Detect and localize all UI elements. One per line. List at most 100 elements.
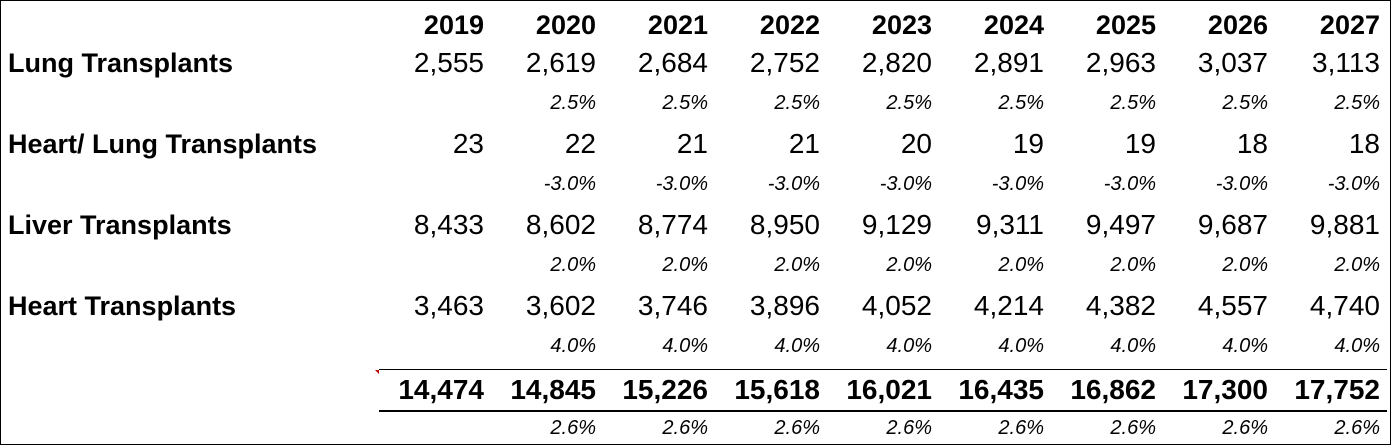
growth-cell[interactable]: 2.5% [1222, 92, 1268, 114]
total-value-cell[interactable]: 17,752 [1275, 369, 1387, 412]
total-growth-cell[interactable]: 2.6% [939, 411, 1051, 445]
value-cell[interactable]: 2,684 [637, 47, 708, 78]
growth-cell[interactable]: -3.0% [879, 173, 932, 195]
total-growth-cell[interactable]: 2.6% [603, 411, 715, 445]
value-cell[interactable]: 9,687 [1197, 209, 1268, 240]
value-cell[interactable]: 3,463 [413, 290, 484, 321]
growth-cell[interactable]: 2.5% [1334, 92, 1380, 114]
value-cell[interactable]: 3,113 [1312, 47, 1380, 78]
value-cell[interactable]: 9,129 [861, 209, 932, 240]
header-corner-cell[interactable] [1, 1, 379, 42]
blank-cell[interactable] [1, 246, 379, 285]
total-value-cell[interactable]: 16,435 [939, 369, 1051, 412]
growth-cell[interactable]: 2.5% [774, 92, 820, 114]
growth-cell[interactable]: -3.0% [1327, 173, 1380, 195]
value-cell[interactable]: 4,052 [861, 290, 932, 321]
growth-cell[interactable]: 2.0% [886, 254, 932, 276]
value-cell[interactable]: 19 [1124, 128, 1156, 159]
growth-cell[interactable]: 4.0% [662, 335, 708, 357]
growth-cell[interactable]: -3.0% [991, 173, 1044, 195]
total-label-cell[interactable] [1, 369, 379, 412]
year-header-2025[interactable]: 2025 [1095, 10, 1156, 40]
total-growth-cell[interactable]: 2.6% [827, 411, 939, 445]
year-header-2022[interactable]: 2022 [759, 10, 820, 40]
growth-cell[interactable]: -3.0% [1103, 173, 1156, 195]
row-label-lung-transplants[interactable]: Lung Transplants [8, 47, 234, 78]
value-cell[interactable]: 8,950 [749, 209, 820, 240]
blank-cell[interactable] [1, 327, 379, 366]
value-cell[interactable]: 3,746 [637, 290, 708, 321]
value-cell[interactable]: 4,382 [1085, 290, 1156, 321]
value-cell[interactable]: 21 [788, 128, 820, 159]
total-value-cell[interactable]: 14,845 [491, 369, 603, 412]
value-cell[interactable]: 2,619 [525, 47, 596, 78]
growth-cell[interactable] [379, 327, 491, 366]
value-cell[interactable]: 23 [452, 128, 484, 159]
total-value-cell[interactable]: 16,862 [1051, 369, 1163, 412]
value-cell[interactable]: 9,881 [1309, 209, 1380, 240]
value-cell[interactable]: 19 [1012, 128, 1044, 159]
total-value-cell[interactable]: 15,226 [603, 369, 715, 412]
growth-cell[interactable]: 2.0% [998, 254, 1044, 276]
growth-cell[interactable]: 2.0% [1334, 254, 1380, 276]
growth-cell[interactable]: 2.0% [1222, 254, 1268, 276]
value-cell[interactable]: 18 [1236, 128, 1268, 159]
total-value-cell[interactable]: 16,021 [827, 369, 939, 412]
value-cell[interactable]: 9,311 [976, 209, 1044, 240]
growth-cell[interactable]: 4.0% [998, 335, 1044, 357]
growth-cell[interactable]: 2.5% [886, 92, 932, 114]
total-growth-cell[interactable]: 2.6% [1051, 411, 1163, 445]
growth-cell[interactable] [379, 165, 491, 204]
total-growth-cell[interactable] [379, 411, 491, 445]
blank-cell[interactable] [1, 165, 379, 204]
row-label-heart-transplants[interactable]: Heart Transplants [8, 290, 237, 321]
year-header-2026[interactable]: 2026 [1207, 10, 1268, 40]
year-header-2027[interactable]: 2027 [1319, 10, 1380, 40]
growth-cell[interactable]: -3.0% [1215, 173, 1268, 195]
value-cell[interactable]: 2,820 [861, 47, 932, 78]
value-cell[interactable]: 3,896 [749, 290, 820, 321]
growth-cell[interactable]: 4.0% [774, 335, 820, 357]
growth-cell[interactable]: 2.0% [550, 254, 596, 276]
value-cell[interactable]: 8,433 [413, 209, 484, 240]
growth-cell[interactable]: -3.0% [767, 173, 820, 195]
value-cell[interactable]: 9,497 [1085, 209, 1156, 240]
growth-cell[interactable]: -3.0% [543, 173, 596, 195]
growth-cell[interactable]: 2.0% [1110, 254, 1156, 276]
growth-cell[interactable]: 2.5% [662, 92, 708, 114]
value-cell[interactable]: 18 [1348, 128, 1380, 159]
value-cell[interactable]: 4,214 [973, 290, 1044, 321]
growth-cell[interactable]: -3.0% [655, 173, 708, 195]
total-value-cell[interactable]: 15,618 [715, 369, 827, 412]
growth-cell[interactable]: 4.0% [1110, 335, 1156, 357]
growth-cell[interactable]: 2.0% [662, 254, 708, 276]
value-cell[interactable]: 8,602 [525, 209, 596, 240]
year-header-2021[interactable]: 2021 [647, 10, 708, 40]
value-cell[interactable]: 20 [900, 128, 932, 159]
total-value-cell[interactable]: 14,474 [379, 369, 491, 412]
value-cell[interactable]: 4,557 [1197, 290, 1268, 321]
value-cell[interactable]: 2,891 [973, 47, 1044, 78]
year-header-2024[interactable]: 2024 [983, 10, 1044, 40]
value-cell[interactable]: 2,752 [749, 47, 820, 78]
growth-cell[interactable]: 2.0% [774, 254, 820, 276]
growth-cell[interactable] [379, 84, 491, 123]
year-header-2019[interactable]: 2019 [423, 10, 484, 40]
row-label-heart-lung-transplants[interactable]: Heart/ Lung Transplants [8, 128, 318, 159]
blank-cell[interactable] [1, 84, 379, 123]
value-cell[interactable]: 22 [564, 128, 596, 159]
value-cell[interactable]: 2,963 [1085, 47, 1156, 78]
value-cell[interactable]: 8,774 [637, 209, 708, 240]
total-value-cell[interactable]: 17,300 [1163, 369, 1275, 412]
growth-cell[interactable]: 4.0% [1222, 335, 1268, 357]
value-cell[interactable]: 3,602 [525, 290, 596, 321]
growth-cell[interactable]: 4.0% [550, 335, 596, 357]
total-growth-cell[interactable]: 2.6% [491, 411, 603, 445]
value-cell[interactable]: 4,740 [1309, 290, 1380, 321]
growth-cell[interactable]: 2.5% [550, 92, 596, 114]
year-header-2023[interactable]: 2023 [871, 10, 932, 40]
growth-cell[interactable]: 2.5% [998, 92, 1044, 114]
blank-cell[interactable] [1, 411, 379, 445]
value-cell[interactable]: 2,555 [413, 47, 484, 78]
value-cell[interactable]: 21 [676, 128, 708, 159]
